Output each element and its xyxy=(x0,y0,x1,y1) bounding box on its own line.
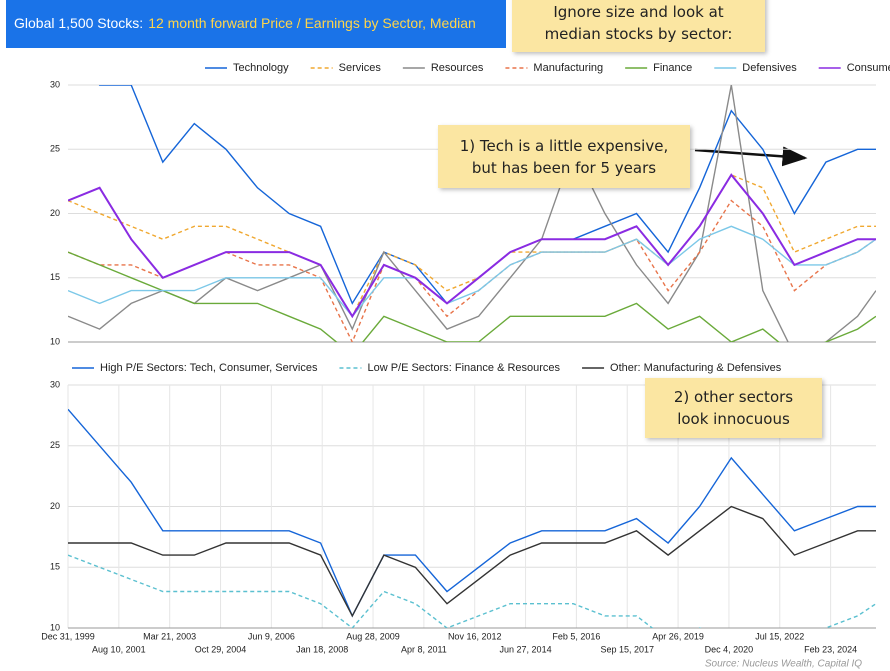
x-tick-label: Apr 8, 2011 xyxy=(401,644,447,654)
title-lead: Global 1,500 Stocks: xyxy=(14,15,143,31)
x-tick-label: Dec 4, 2020 xyxy=(705,644,754,654)
x-tick-label: Jun 27, 2014 xyxy=(500,644,552,654)
legend-label: Finance xyxy=(653,62,692,74)
x-tick-label: Jan 18, 2008 xyxy=(296,644,348,654)
series-line xyxy=(68,85,876,342)
y-tick-label: 30 xyxy=(50,79,60,89)
x-tick-label: Mar 21, 2003 xyxy=(143,631,196,641)
series-line xyxy=(68,251,876,342)
y-tick-label: 15 xyxy=(50,272,60,282)
legend-label: Resources xyxy=(431,62,484,74)
y-tick-label: 10 xyxy=(50,622,60,632)
note-line: look innocuous xyxy=(677,410,790,428)
title: Global 1,500 Stocks: 12 month forward Pri… xyxy=(14,15,476,31)
y-tick-label: 10 xyxy=(50,336,60,346)
series-line xyxy=(68,199,876,342)
title-bar xyxy=(6,0,506,48)
sticky-note: 1) Tech is a little expensive, but has be… xyxy=(438,125,690,188)
note-line: median stocks by sector: xyxy=(544,25,733,43)
x-tick-label: Feb 23, 2024 xyxy=(804,644,857,654)
plot-lines xyxy=(68,408,876,628)
x-tick-label: Oct 29, 2004 xyxy=(195,644,247,654)
title-rest: 12 month forward Price / Earnings by Sec… xyxy=(148,15,476,31)
x-tick-label: Apr 26, 2019 xyxy=(652,631,704,641)
x-tick-label: Dec 31, 1999 xyxy=(41,631,95,641)
y-tick-label: 25 xyxy=(50,440,60,450)
x-tick-label: Nov 16, 2012 xyxy=(448,631,502,641)
note-line: 2) other sectors xyxy=(673,388,794,406)
y-tick-label: 25 xyxy=(50,144,60,154)
note-line: but has been for 5 years xyxy=(471,158,657,177)
legend-label: High P/E Sectors: Tech, Consumer, Servic… xyxy=(100,362,318,374)
legend-label: Defensives xyxy=(742,62,797,74)
x-tick-label: Jun 9, 2006 xyxy=(248,631,295,641)
sticky-note: Ignore size and look at median stocks by … xyxy=(512,0,765,52)
source: Source: Nucleus Wealth, Capital IQ xyxy=(705,659,862,670)
note-line: Ignore size and look at xyxy=(553,3,724,21)
legend-label: Technology xyxy=(233,62,289,74)
y-tick-label: 20 xyxy=(50,501,60,511)
series-line xyxy=(68,505,876,618)
y-tick-label: 30 xyxy=(50,379,60,389)
x-tick-label: Sep 15, 2017 xyxy=(600,644,654,654)
series-line xyxy=(68,225,876,318)
legend-label: Manufacturing xyxy=(533,62,603,74)
legend-label: Services xyxy=(339,62,382,74)
x-tick-label: Feb 5, 2016 xyxy=(552,631,600,641)
sticky-note: 2) other sectors look innocuous xyxy=(645,378,822,438)
y-tick-label: 20 xyxy=(50,208,60,218)
y-tick-label: 15 xyxy=(50,562,60,572)
x-tick-label: Jul 15, 2022 xyxy=(755,631,804,641)
arrow xyxy=(694,146,808,167)
legend-label: Other: Manufacturing & Defensives xyxy=(610,362,782,374)
legend-label: Low P/E Sectors: Finance & Resources xyxy=(367,362,560,374)
x-tick-label: Aug 10, 2001 xyxy=(92,644,146,654)
legend-label: Consumer xyxy=(847,62,890,74)
x-tick-label: Aug 28, 2009 xyxy=(346,631,400,641)
series-line xyxy=(68,554,876,628)
note-line: 1) Tech is a little expensive, xyxy=(459,136,669,155)
series-line xyxy=(68,173,876,319)
series-line xyxy=(68,408,876,618)
plot-lines xyxy=(68,85,876,342)
